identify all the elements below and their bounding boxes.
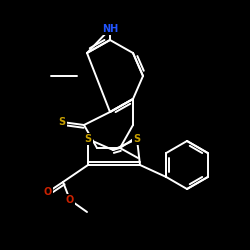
Text: S: S (58, 117, 66, 127)
Text: O: O (66, 195, 74, 205)
Text: S: S (134, 134, 140, 144)
Text: S: S (84, 134, 91, 144)
Text: O: O (44, 187, 52, 197)
Text: NH: NH (102, 24, 118, 34)
